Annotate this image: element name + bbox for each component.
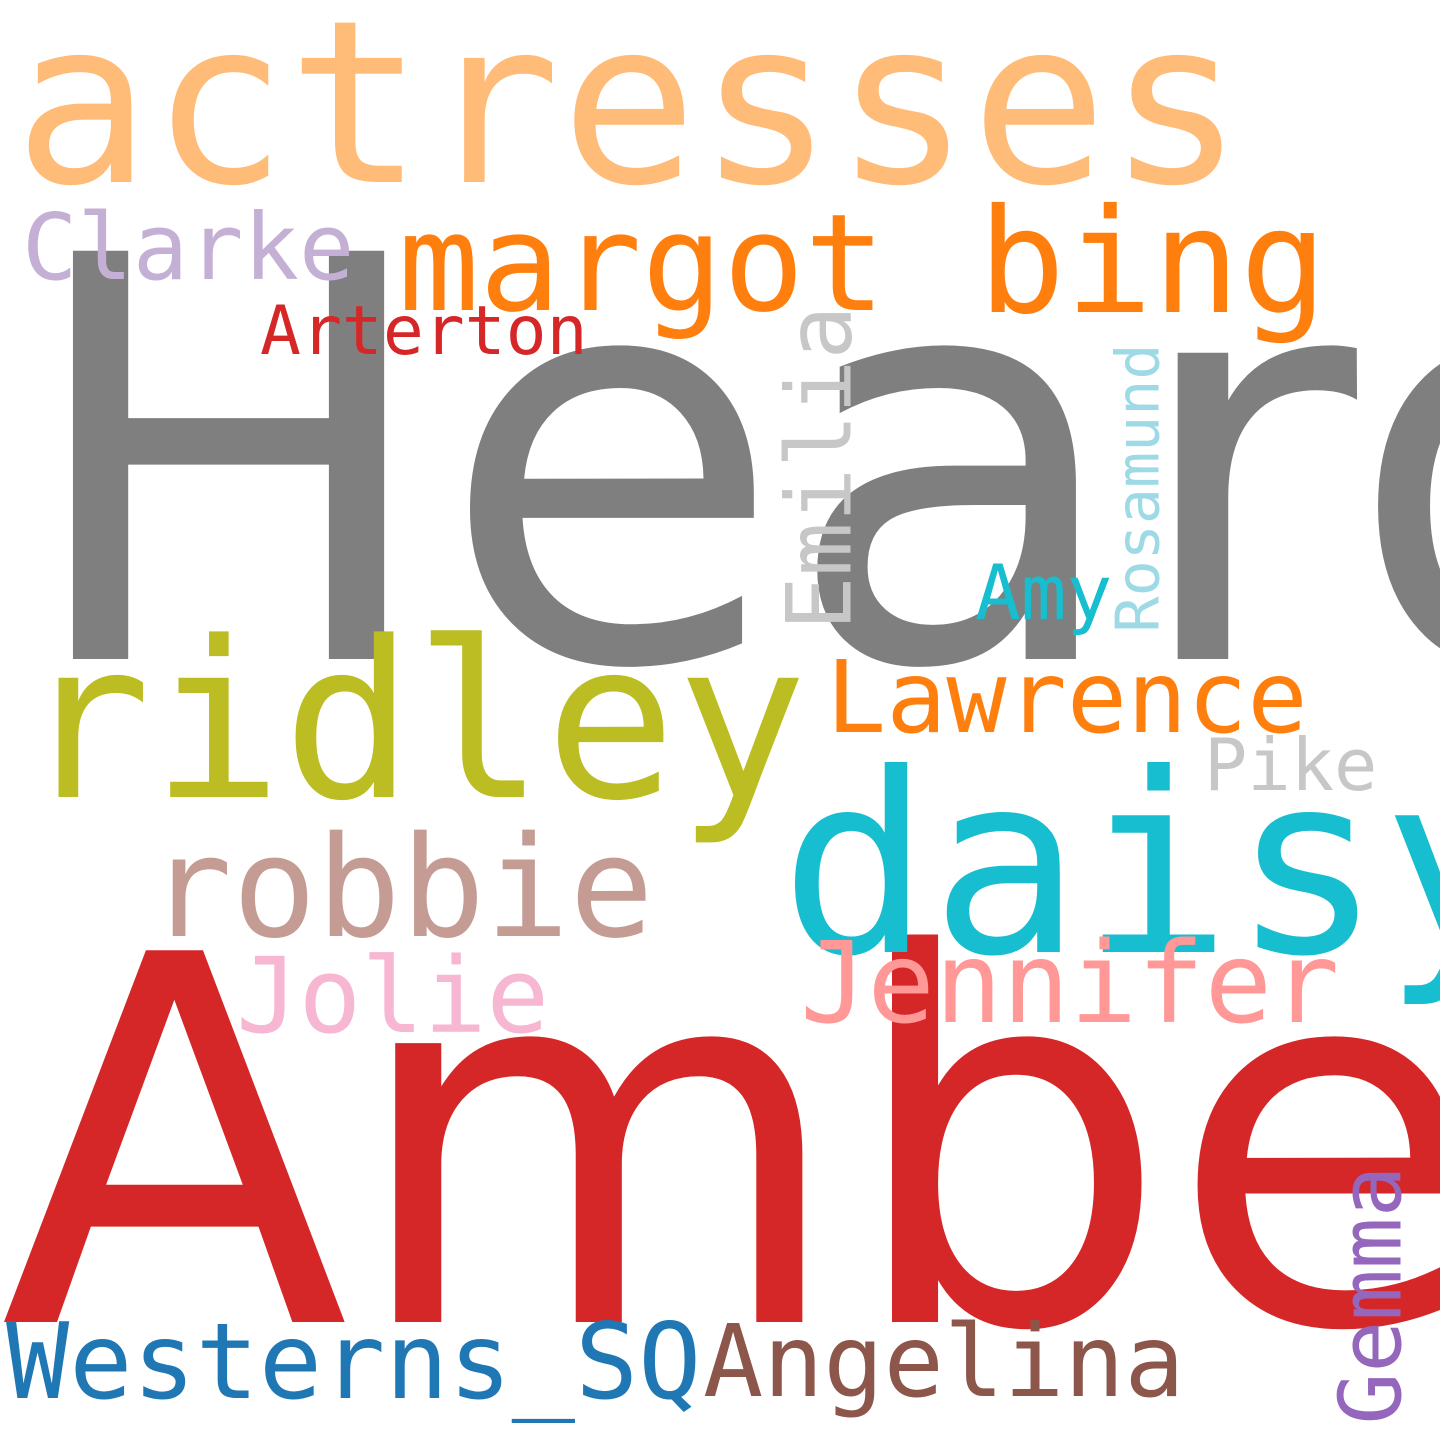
word-emilia: Emilia <box>767 305 873 631</box>
word-ridley: ridley <box>20 596 808 849</box>
word-pike: Pike <box>1204 723 1378 807</box>
word-robbie: robbie <box>148 807 654 970</box>
word-actresses: actresses <box>14 0 1244 236</box>
word-gemma: Gemma <box>1321 1165 1422 1425</box>
word-arterton: Arterton <box>260 292 588 371</box>
word-jennifer: Jennifer <box>800 919 1340 1049</box>
word-westerns-sq: Westerns_SQ <box>6 1301 702 1423</box>
word-jolie: Jolie <box>236 935 550 1057</box>
word-lawrence: Lawrence <box>826 639 1308 756</box>
word-amber: Amber <box>0 850 1440 1440</box>
word-heard: Heard <box>18 140 1440 792</box>
word-margot: margot <box>398 185 886 342</box>
word-angelina: Angelina <box>703 1303 1185 1420</box>
word-bing: bing <box>978 178 1328 347</box>
word-daisy: daisy <box>780 720 1440 1011</box>
word-amy: Amy <box>975 548 1113 637</box>
word-clarke: Clarke <box>22 194 355 301</box>
word-rosamund: Rosamund <box>1103 343 1174 633</box>
